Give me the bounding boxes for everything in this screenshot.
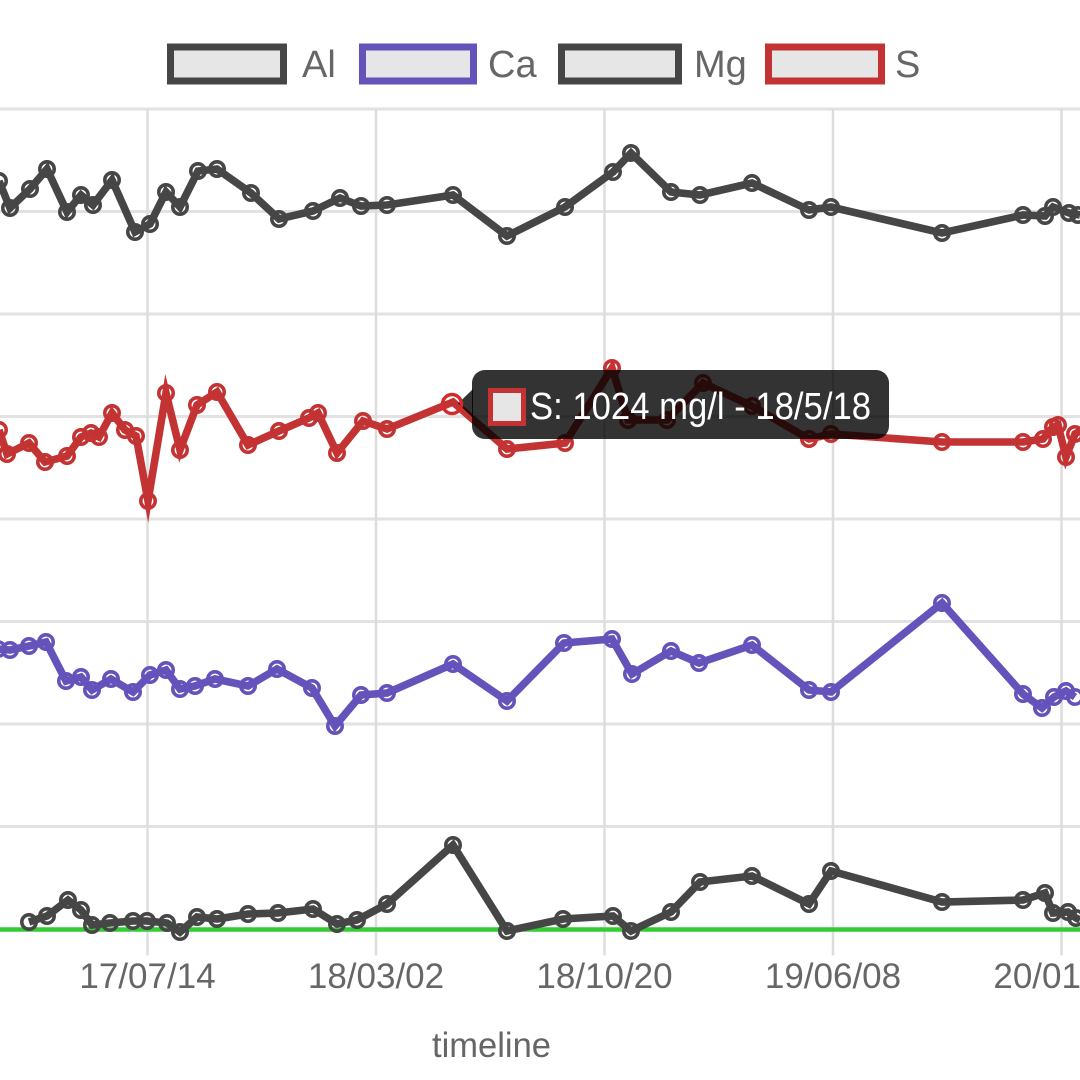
svg-text:18/03/02: 18/03/02 [308,957,444,996]
svg-text:17/07/14: 17/07/14 [79,957,215,996]
svg-text:Al: Al [302,44,336,86]
svg-text:18/10/20: 18/10/20 [536,957,672,996]
svg-text:19/06/08: 19/06/08 [765,957,901,996]
svg-text:S: S [895,44,920,86]
svg-text:Mg: Mg [694,44,747,86]
svg-text:S: 1024 mg/l - 18/5/18: S: 1024 mg/l - 18/5/18 [530,386,871,428]
svg-text:Ca: Ca [488,44,537,86]
svg-text:timeline: timeline [432,1026,551,1065]
svg-text:20/01/25: 20/01/25 [993,957,1080,996]
